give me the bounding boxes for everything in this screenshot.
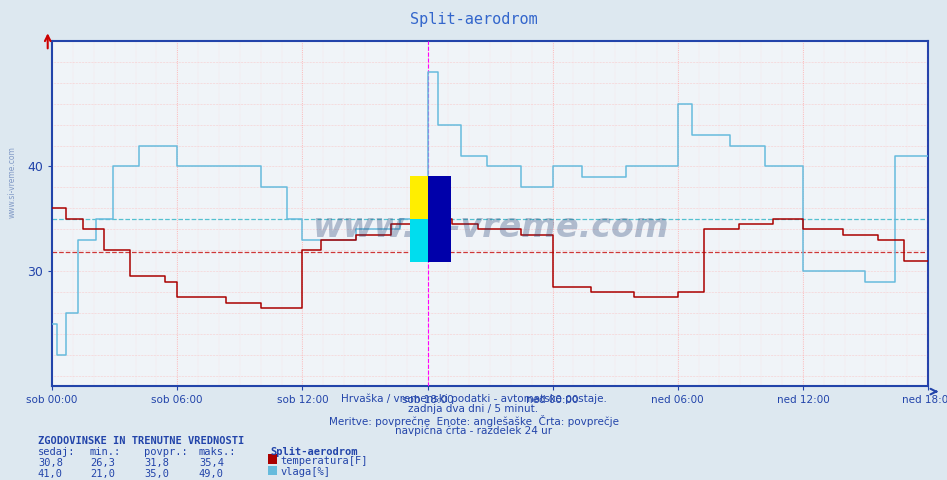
Text: 31,8: 31,8	[144, 458, 169, 468]
Text: www.si-vreme.com: www.si-vreme.com	[312, 211, 669, 244]
Text: Meritve: povprečne  Enote: anglešaške  Črta: povprečje: Meritve: povprečne Enote: anglešaške Črt…	[329, 415, 618, 427]
Text: 35,4: 35,4	[199, 458, 223, 468]
Text: 26,3: 26,3	[90, 458, 115, 468]
Text: 41,0: 41,0	[38, 469, 63, 480]
Text: ZGODOVINSKE IN TRENUTNE VREDNOSTI: ZGODOVINSKE IN TRENUTNE VREDNOSTI	[38, 436, 244, 446]
Text: navpična črta - razdelek 24 ur: navpična črta - razdelek 24 ur	[395, 425, 552, 436]
Text: www.si-vreme.com: www.si-vreme.com	[8, 146, 17, 218]
Text: Split-aerodrom: Split-aerodrom	[410, 12, 537, 27]
Text: 21,0: 21,0	[90, 469, 115, 480]
Text: min.:: min.:	[90, 447, 121, 457]
Text: 30,8: 30,8	[38, 458, 63, 468]
Text: 35,0: 35,0	[144, 469, 169, 480]
Text: 49,0: 49,0	[199, 469, 223, 480]
Text: vlaga[%]: vlaga[%]	[280, 467, 331, 477]
Text: maks.:: maks.:	[199, 447, 237, 457]
Text: zadnja dva dni / 5 minut.: zadnja dva dni / 5 minut.	[408, 404, 539, 414]
Text: Hrvaška / vremenski podatki - avtomatske postaje.: Hrvaška / vremenski podatki - avtomatske…	[341, 394, 606, 404]
Text: Split-aerodrom: Split-aerodrom	[270, 447, 357, 457]
Text: temperatura[F]: temperatura[F]	[280, 456, 367, 466]
Text: povpr.:: povpr.:	[144, 447, 188, 457]
Text: sedaj:: sedaj:	[38, 447, 76, 457]
